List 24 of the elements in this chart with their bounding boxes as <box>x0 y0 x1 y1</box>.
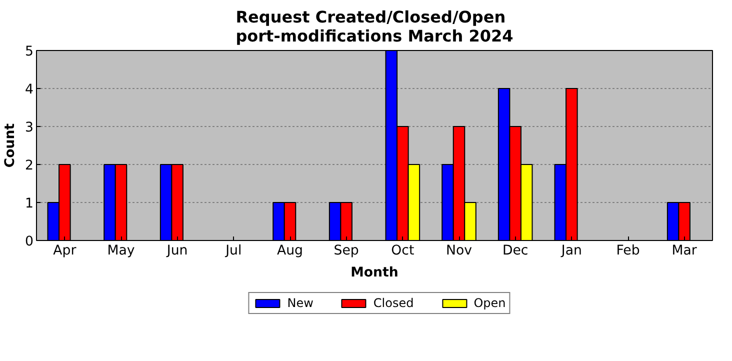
x-tick-label: Jul <box>224 244 242 258</box>
x-tick-label: Apr <box>53 244 77 258</box>
y-tick-label: 0 <box>25 234 34 250</box>
x-tick-label: Feb <box>616 244 640 258</box>
x-tick-label: Jun <box>166 244 188 258</box>
x-axis-title: Month <box>350 266 398 280</box>
y-tick-label: 3 <box>25 120 34 136</box>
x-tick-label: May <box>107 244 135 258</box>
legend-label: Open <box>474 296 506 310</box>
y-tick-label: 4 <box>25 82 34 98</box>
chart-title: Request Created/Closed/Open port-modifications March 2024 <box>236 8 514 46</box>
x-tick-label: Mar <box>672 244 698 258</box>
legend-label: New <box>287 296 314 310</box>
x-tick-label: Aug <box>276 244 304 258</box>
x-tick-label: Nov <box>446 244 472 258</box>
legend-label: Closed <box>373 296 414 310</box>
x-tick-label: Jan <box>560 244 582 258</box>
y-tick-label: 2 <box>25 158 34 174</box>
x-tick-label: Dec <box>502 244 528 258</box>
y-tick-label: 5 <box>25 44 34 60</box>
y-axis-title: Count <box>3 122 18 168</box>
y-tick-label: 1 <box>25 196 34 212</box>
x-tick-label: Sep <box>334 244 359 258</box>
x-tick-label: Oct <box>391 244 414 258</box>
